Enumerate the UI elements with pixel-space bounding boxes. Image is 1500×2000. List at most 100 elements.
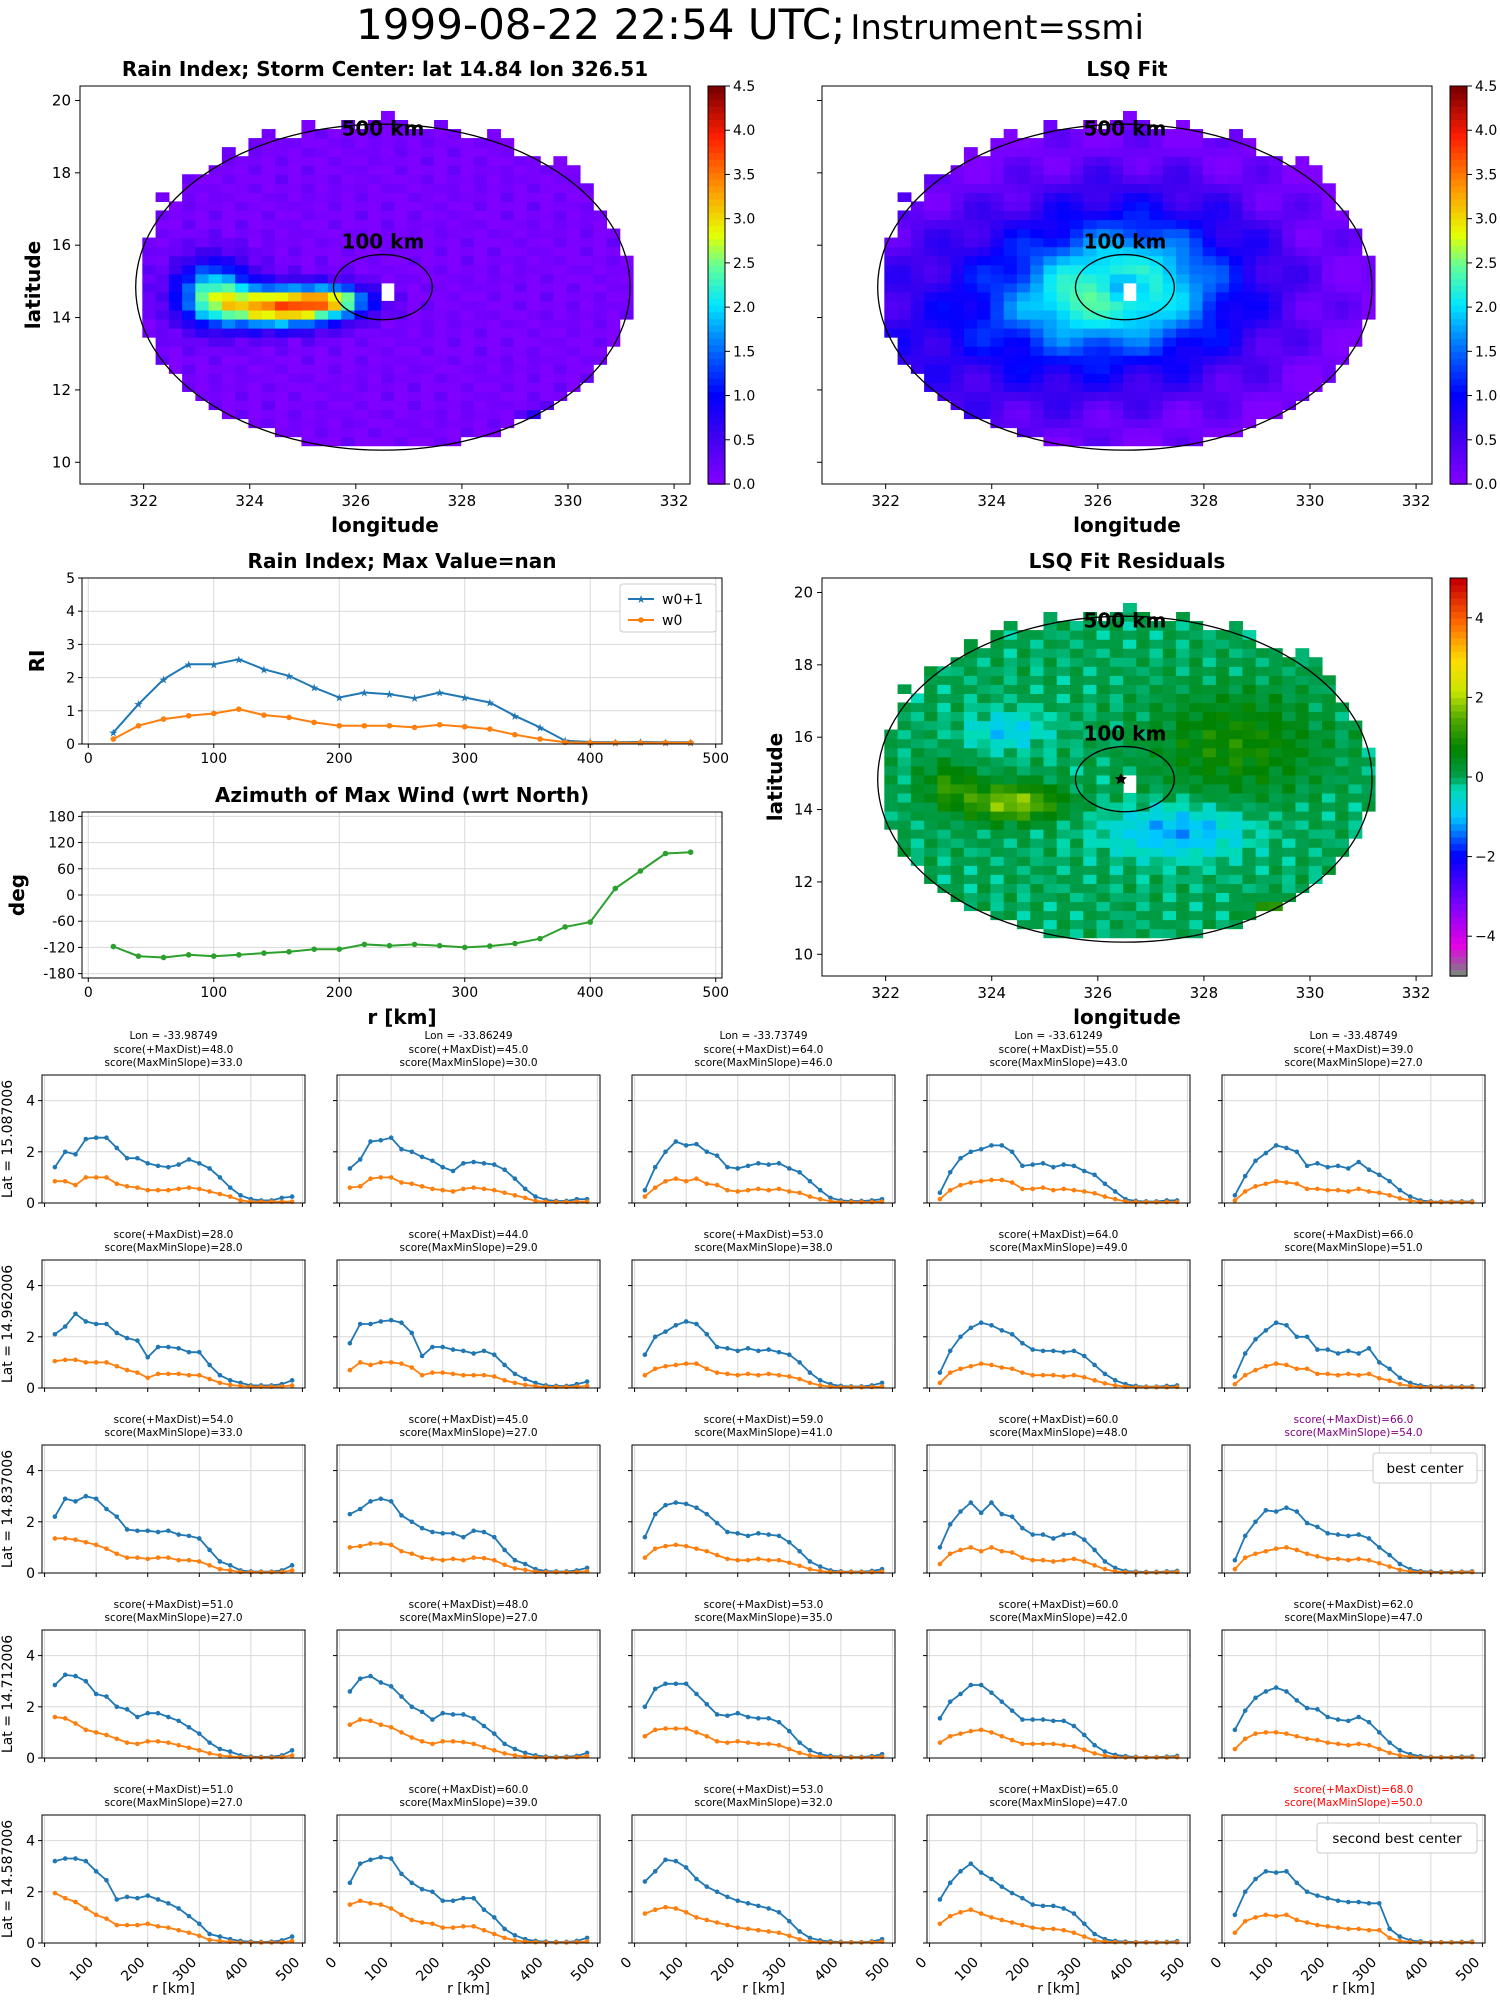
- heatmap-cell: [950, 183, 965, 193]
- colorbar-swatch: [708, 278, 725, 286]
- heatmap-cell: [513, 228, 528, 239]
- heatmap-cell: [977, 291, 992, 302]
- heatmap-cell: [420, 174, 435, 184]
- heatmap-cell: [1242, 337, 1257, 347]
- heatmap-cell: [460, 246, 475, 257]
- series-marker-dot: [491, 1374, 497, 1379]
- heatmap-cell: [977, 156, 992, 166]
- series-marker-dot: [347, 1511, 353, 1517]
- heatmap-cell: [1123, 792, 1137, 803]
- heatmap-cell: [354, 309, 369, 320]
- colorbar-swatch: [1450, 205, 1467, 213]
- heatmap-cell: [1255, 409, 1270, 420]
- series-marker-dot: [83, 1319, 89, 1324]
- series-marker-dot: [155, 1710, 161, 1716]
- heatmap-cell: [288, 246, 303, 257]
- heatmap-cell: [1215, 874, 1230, 884]
- heatmap-cell: [1109, 192, 1124, 203]
- heatmap-cell: [579, 228, 594, 239]
- heatmap-cell: [513, 264, 528, 275]
- heatmap-cell: [950, 337, 965, 347]
- heatmap-cell: [1016, 156, 1031, 166]
- series-marker-dot: [114, 1330, 120, 1336]
- heatmap-cell: [314, 418, 329, 429]
- series-marker-dot: [52, 1536, 58, 1541]
- y-tick-label: 4: [26, 1649, 35, 1665]
- series-marker-dot: [1438, 1570, 1444, 1575]
- colorbar-tick-label: 4.5: [1475, 79, 1497, 95]
- series-marker-dot: [1418, 1384, 1423, 1390]
- heatmap-cell: [1056, 684, 1071, 695]
- heatmap-cell: [963, 273, 978, 284]
- series-marker-dot: [564, 1569, 569, 1575]
- heatmap-cell: [487, 192, 501, 203]
- heatmap-cell: [1189, 201, 1204, 212]
- colorbar-swatch: [708, 158, 725, 167]
- series-marker-dot: [196, 1372, 202, 1378]
- heatmap-cell: [288, 346, 303, 356]
- heatmap-cell: [990, 720, 1005, 731]
- series-marker-dot: [1253, 1158, 1258, 1164]
- heatmap-cell: [1202, 337, 1217, 347]
- series-marker-dot: [807, 1566, 813, 1572]
- series-marker-dot: [662, 739, 669, 746]
- heatmap-cell: [977, 264, 992, 275]
- heatmap-cell: [288, 318, 303, 329]
- heatmap-cell: [910, 228, 925, 239]
- series-marker-dot: [1092, 1190, 1097, 1196]
- series-marker-dot: [368, 1541, 373, 1546]
- heatmap-cell: [354, 192, 369, 203]
- heatmap-cell: [1321, 264, 1336, 275]
- heatmap-cell: [1030, 237, 1045, 248]
- heatmap-cell: [1268, 856, 1283, 866]
- heatmap-cell: [420, 282, 435, 293]
- heatmap-cell: [327, 237, 342, 248]
- heatmap-cell: [1308, 829, 1323, 839]
- x-axis-label: longitude: [331, 513, 439, 537]
- heatmap-cell: [248, 183, 263, 193]
- heatmap-cell: [1215, 829, 1230, 839]
- series-marker-dot: [1092, 1362, 1097, 1368]
- heatmap-cell: [1282, 720, 1297, 731]
- heatmap-cell: [1335, 328, 1350, 338]
- heatmap-cell: [1016, 192, 1031, 203]
- x-tick-label: 324: [235, 492, 264, 510]
- heatmap-cell: [1149, 630, 1164, 640]
- heatmap-cell: [910, 756, 925, 767]
- heatmap-cell: [963, 246, 978, 257]
- heatmap-cell: [434, 355, 448, 365]
- heatmap-cell: [1242, 783, 1257, 794]
- series-line-0: [349, 1319, 588, 1387]
- x-tick-label: 326: [1084, 492, 1113, 510]
- heatmap-cell: [460, 201, 475, 212]
- heatmap-cell: [341, 427, 356, 438]
- heatmap-cell: [1043, 783, 1058, 794]
- heatmap-cell: [235, 273, 250, 284]
- heatmap-cell: [897, 792, 912, 803]
- heatmap-cell: [261, 264, 276, 275]
- series-marker-dot: [1263, 1328, 1269, 1333]
- heatmap-cell: [1123, 910, 1137, 921]
- heatmap-cell: [1242, 801, 1257, 812]
- heatmap-cell: [327, 355, 342, 365]
- series-marker-dot: [807, 1194, 813, 1199]
- heatmap-cell: [526, 346, 541, 356]
- heatmap-cell: [1348, 720, 1363, 731]
- heatmap-cell: [950, 246, 965, 257]
- series-marker-dot: [1071, 1348, 1077, 1354]
- heatmap-cell: [1096, 630, 1111, 640]
- series-marker-dot: [1304, 1163, 1310, 1169]
- series-marker-dot: [450, 1347, 456, 1352]
- heatmap-cell: [1123, 138, 1137, 148]
- heatmap-cell: [1162, 874, 1177, 884]
- heatmap-cell: [1069, 702, 1084, 713]
- series-marker-dot: [135, 1741, 140, 1747]
- heatmap-cell: [420, 156, 435, 166]
- colorbar-swatch: [1450, 105, 1467, 114]
- heatmap-cell: [367, 328, 382, 338]
- colorbar-swatch: [708, 86, 725, 94]
- heatmap-cell: [977, 720, 992, 731]
- heatmap-cell: [1136, 391, 1151, 402]
- heatmap-cell: [1189, 228, 1204, 239]
- heatmap-cell: [1083, 657, 1098, 667]
